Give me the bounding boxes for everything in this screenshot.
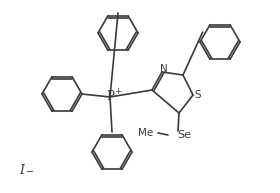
Text: −: − xyxy=(26,167,34,177)
Text: I: I xyxy=(20,163,25,177)
Text: S: S xyxy=(195,90,201,100)
Text: Se: Se xyxy=(177,130,191,140)
Text: +: + xyxy=(114,87,122,96)
Text: N: N xyxy=(160,64,168,74)
Text: P: P xyxy=(106,91,114,103)
Text: Me: Me xyxy=(138,128,153,138)
